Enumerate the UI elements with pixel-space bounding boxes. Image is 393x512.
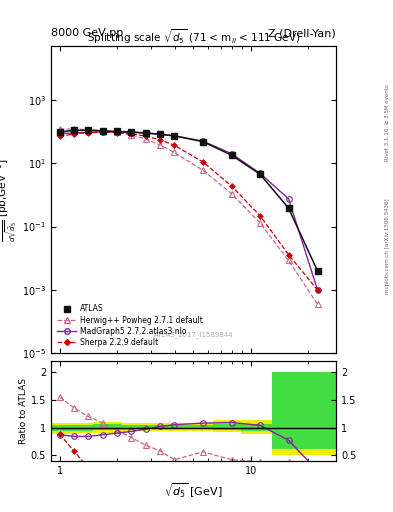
Text: Z (Drell-Yan): Z (Drell-Yan) <box>268 28 336 38</box>
Text: 8000 GeV pp: 8000 GeV pp <box>51 28 123 38</box>
Text: Rivet 3.1.10, ≥ 3.5M events: Rivet 3.1.10, ≥ 3.5M events <box>385 84 390 161</box>
Title: Splitting scale $\sqrt{d_5}$ (71 < m$_{ll}$ < 111 GeV): Splitting scale $\sqrt{d_5}$ (71 < m$_{l… <box>87 27 300 46</box>
Y-axis label: Ratio to ATLAS: Ratio to ATLAS <box>19 378 28 444</box>
Text: mcplots.cern.ch [arXiv:1306.3436]: mcplots.cern.ch [arXiv:1306.3436] <box>385 198 390 293</box>
Text: ATLAS_2017_I1589844: ATLAS_2017_I1589844 <box>154 331 233 338</box>
Y-axis label: $\frac{d\sigma}{d\sqrt{\bar{d}_5}}$ [pb,GeV$^{-1}$]: $\frac{d\sigma}{d\sqrt{\bar{d}_5}}$ [pb,… <box>0 158 20 242</box>
X-axis label: $\sqrt{d_5}$ [GeV]: $\sqrt{d_5}$ [GeV] <box>164 481 223 500</box>
Legend: ATLAS, Herwig++ Powheg 2.7.1 default, MadGraph5 2.7.2.atlas3 nlo, Sherpa 2.2.9 d: ATLAS, Herwig++ Powheg 2.7.1 default, Ma… <box>55 302 205 350</box>
